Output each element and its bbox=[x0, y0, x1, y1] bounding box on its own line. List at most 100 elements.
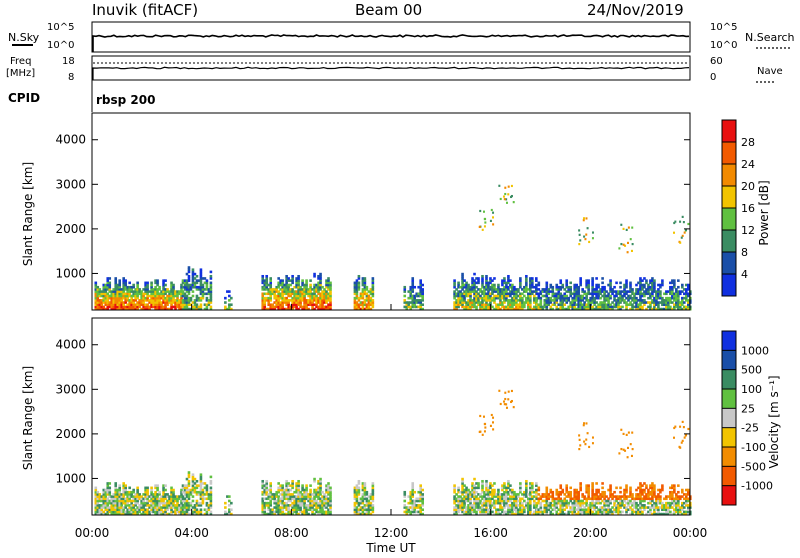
velocity-cell bbox=[479, 414, 482, 418]
velocity-cell bbox=[156, 488, 159, 492]
power-cell bbox=[128, 299, 131, 302]
velocity-cell bbox=[561, 504, 565, 507]
power-cell bbox=[501, 296, 504, 300]
velocity-cell bbox=[118, 486, 122, 490]
power-cell bbox=[168, 307, 171, 311]
velocity-cell bbox=[303, 501, 306, 505]
velocity-cell bbox=[559, 497, 563, 501]
velocity-cell bbox=[479, 501, 482, 505]
power-cell bbox=[585, 303, 588, 307]
power-cell bbox=[461, 288, 464, 291]
velocity-cell bbox=[164, 497, 167, 501]
power-cell bbox=[353, 305, 357, 309]
velocity-cell bbox=[615, 504, 618, 507]
velocity-cell bbox=[539, 506, 543, 509]
velocity-cell bbox=[315, 508, 318, 512]
power-cell bbox=[279, 296, 282, 300]
power-cell bbox=[122, 281, 125, 285]
velocity-cell bbox=[158, 508, 161, 512]
power-cell bbox=[573, 305, 576, 309]
power-cell bbox=[172, 294, 175, 298]
power-cell bbox=[191, 283, 195, 287]
velocity-cell bbox=[631, 501, 634, 505]
power-cell bbox=[209, 290, 213, 293]
velocity-cell bbox=[473, 484, 476, 487]
power-cell bbox=[154, 296, 157, 300]
velocity-cell bbox=[263, 506, 267, 509]
velocity-cell bbox=[269, 490, 272, 494]
velocity-cell bbox=[557, 497, 561, 501]
power-cell bbox=[655, 294, 658, 298]
velocity-cell bbox=[629, 488, 632, 492]
power-cell bbox=[311, 294, 314, 298]
velocity-cell bbox=[201, 490, 205, 494]
velocity-cell bbox=[301, 493, 304, 496]
velocity-cell bbox=[473, 508, 476, 512]
velocity-cell bbox=[102, 488, 106, 492]
velocity-cell bbox=[593, 495, 596, 498]
velocity-cell bbox=[545, 486, 549, 490]
power-cell bbox=[317, 305, 320, 309]
power-cell bbox=[551, 290, 555, 293]
velocity-cell bbox=[136, 493, 139, 496]
velocity-cell bbox=[543, 508, 547, 512]
velocity-cell bbox=[667, 495, 670, 498]
velocity-cell bbox=[269, 501, 272, 505]
velocity-cell bbox=[473, 495, 476, 498]
power-cell bbox=[549, 283, 553, 287]
velocity-cell bbox=[485, 493, 488, 496]
velocity-cell bbox=[267, 506, 271, 509]
velocity-cell bbox=[199, 486, 203, 490]
velocity-cell bbox=[323, 510, 326, 514]
velocity-cell bbox=[511, 490, 514, 494]
velocity-cell bbox=[495, 512, 498, 516]
power-cell bbox=[463, 292, 466, 296]
velocity-cell bbox=[309, 488, 312, 492]
power-cell bbox=[605, 294, 608, 298]
power-cell bbox=[645, 301, 648, 304]
power-cell bbox=[523, 290, 526, 293]
velocity-cell bbox=[539, 510, 543, 514]
velocity-cell bbox=[529, 482, 532, 485]
velocity-cell bbox=[519, 497, 522, 501]
velocity-cell bbox=[226, 512, 229, 516]
power-cell bbox=[595, 288, 598, 291]
power-cell bbox=[585, 296, 588, 300]
velocity-cell bbox=[547, 497, 551, 501]
power-cell bbox=[513, 290, 516, 293]
power-cell bbox=[643, 294, 646, 298]
power-cell bbox=[303, 283, 306, 287]
velocity-cell bbox=[209, 493, 213, 496]
power-cell bbox=[683, 288, 686, 291]
power-cell bbox=[303, 303, 306, 307]
power-cell bbox=[96, 292, 100, 296]
velocity-cell bbox=[517, 493, 520, 496]
power-cell bbox=[539, 307, 543, 311]
velocity-cell bbox=[403, 490, 407, 494]
power-cell bbox=[207, 303, 211, 307]
power-cell bbox=[685, 299, 688, 302]
velocity-cell bbox=[201, 488, 205, 492]
velocity-cell bbox=[669, 501, 672, 505]
velocity-cell bbox=[365, 499, 369, 503]
power-cell bbox=[639, 288, 642, 291]
velocity-cell bbox=[230, 508, 233, 512]
power-cell bbox=[156, 281, 159, 285]
power-cell bbox=[505, 283, 508, 287]
velocity-cell bbox=[183, 508, 187, 512]
velocity-cell bbox=[631, 431, 634, 434]
power-cell bbox=[365, 294, 369, 298]
power-cell bbox=[106, 288, 110, 291]
velocity-cell bbox=[525, 486, 528, 490]
power-cell bbox=[108, 305, 112, 309]
velocity-cell bbox=[595, 493, 598, 496]
power-cell bbox=[575, 294, 578, 298]
velocity-cell bbox=[311, 501, 314, 505]
velocity-cell bbox=[517, 495, 520, 498]
velocity-cell bbox=[114, 510, 118, 514]
velocity-cell bbox=[132, 506, 135, 509]
colorbar-swatch bbox=[722, 186, 736, 208]
power-cell bbox=[673, 307, 676, 311]
power-cell bbox=[267, 283, 271, 287]
velocity-cell bbox=[285, 486, 288, 490]
